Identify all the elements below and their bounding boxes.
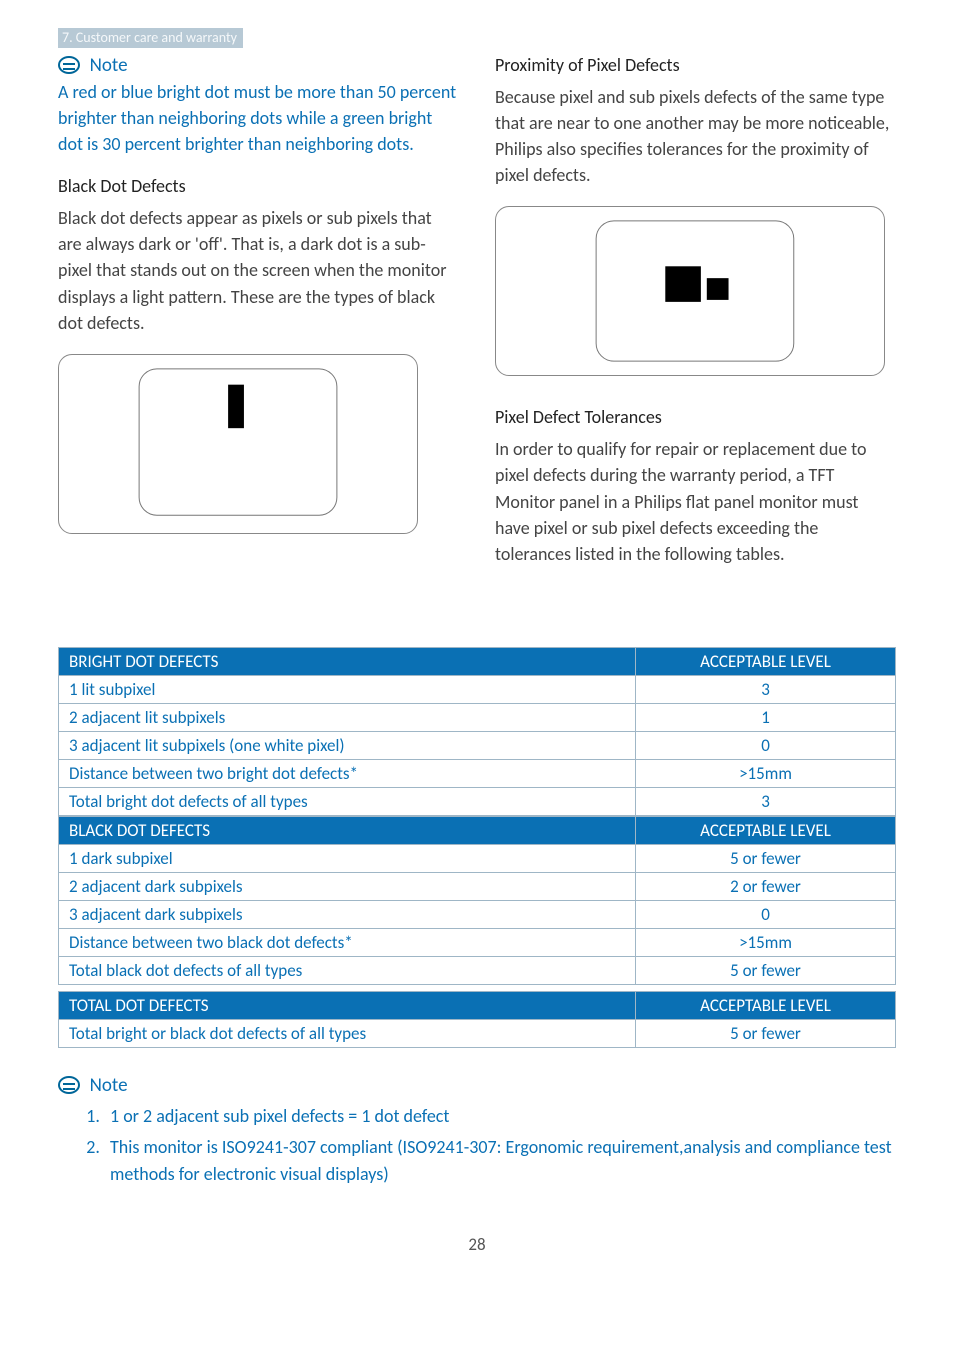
heading-black-dot: Black Dot Defects (58, 175, 459, 197)
table-row: 2 adjacent lit subpixels1 (59, 703, 896, 731)
table-cell: 1 dark subpixel (59, 844, 636, 872)
table-cell: 5 or fewer (636, 844, 896, 872)
right-column: Proximity of Pixel Defects Because pixel… (495, 54, 896, 567)
left-column: Note A red or blue bright dot must be mo… (58, 54, 459, 567)
table-row: Distance between two black dot defects*>… (59, 928, 896, 956)
table-row: 2 adjacent dark subpixels2 or fewer (59, 872, 896, 900)
table-header: BLACK DOT DEFECTS (59, 816, 636, 844)
table-cell: >15mm (636, 928, 896, 956)
table-cell: 5 or fewer (636, 956, 896, 984)
table-cell: Distance between two black dot defects* (59, 928, 636, 956)
table-cell: Distance between two bright dot defects* (59, 759, 636, 787)
heading-proximity: Proximity of Pixel Defects (495, 54, 896, 76)
table-cell: 0 (636, 900, 896, 928)
table-cell: 1 lit subpixel (59, 675, 636, 703)
footer-note-block: Note 1 or 2 adjacent sub pixel defects =… (58, 1074, 896, 1188)
table-header: BRIGHT DOT DEFECTS (59, 647, 636, 675)
breadcrumb: 7. Customer care and warranty (58, 28, 243, 48)
table-cell: 3 (636, 787, 896, 815)
table-cell: Total black dot defects of all types (59, 956, 636, 984)
table-header-row: TOTAL DOT DEFECTS ACCEPTABLE LEVEL (59, 991, 896, 1019)
note-icon (58, 56, 80, 74)
proximity-diagram (495, 206, 885, 376)
list-item: This monitor is ISO9241-307 compliant (I… (104, 1134, 896, 1188)
black-dot-diagram (58, 354, 418, 534)
table-cell: 2 adjacent lit subpixels (59, 703, 636, 731)
table-cell: >15mm (636, 759, 896, 787)
table-header: TOTAL DOT DEFECTS (59, 991, 636, 1019)
list-item: 1 or 2 adjacent sub pixel defects = 1 do… (104, 1103, 896, 1130)
note-block: Note (58, 54, 459, 77)
table-header: ACCEPTABLE LEVEL (636, 991, 896, 1019)
table-cell: 3 (636, 675, 896, 703)
table-row: Distance between two bright dot defects*… (59, 759, 896, 787)
table-cell: Total bright dot defects of all types (59, 787, 636, 815)
table-cell: 0 (636, 731, 896, 759)
note-label: Note (90, 1074, 128, 1097)
note-list: 1 or 2 adjacent sub pixel defects = 1 do… (58, 1103, 896, 1188)
paragraph-proximity: Because pixel and sub pixels defects of … (495, 84, 896, 188)
table-row: Total bright dot defects of all types3 (59, 787, 896, 815)
table-cell: 3 adjacent dark subpixels (59, 900, 636, 928)
black-dot-table: BLACK DOT DEFECTS ACCEPTABLE LEVEL 1 dar… (58, 816, 896, 985)
bright-dot-table: BRIGHT DOT DEFECTS ACCEPTABLE LEVEL 1 li… (58, 647, 896, 816)
table-row: Total bright or black dot defects of all… (59, 1019, 896, 1047)
table-header: ACCEPTABLE LEVEL (636, 647, 896, 675)
table-row: 3 adjacent dark subpixels0 (59, 900, 896, 928)
table-row: Total black dot defects of all types5 or… (59, 956, 896, 984)
table-row: 1 lit subpixel3 (59, 675, 896, 703)
table-cell: 1 (636, 703, 896, 731)
table-cell: 2 adjacent dark subpixels (59, 872, 636, 900)
table-row: 3 adjacent lit subpixels (one white pixe… (59, 731, 896, 759)
table-cell: 3 adjacent lit subpixels (one white pixe… (59, 731, 636, 759)
page-number: 28 (58, 1234, 896, 1255)
note-label: Note (90, 54, 128, 77)
table-header-row: BLACK DOT DEFECTS ACCEPTABLE LEVEL (59, 816, 896, 844)
table-header-row: BRIGHT DOT DEFECTS ACCEPTABLE LEVEL (59, 647, 896, 675)
table-row: 1 dark subpixel5 or fewer (59, 844, 896, 872)
table-cell: Total bright or black dot defects of all… (59, 1019, 636, 1047)
paragraph-black-dot: Black dot defects appear as pixels or su… (58, 205, 459, 335)
table-cell: 5 or fewer (636, 1019, 896, 1047)
total-dot-table: TOTAL DOT DEFECTS ACCEPTABLE LEVEL Total… (58, 991, 896, 1048)
note-text: A red or blue bright dot must be more th… (58, 79, 459, 157)
table-cell: 2 or fewer (636, 872, 896, 900)
heading-tolerances: Pixel Defect Tolerances (495, 406, 896, 428)
table-header: ACCEPTABLE LEVEL (636, 816, 896, 844)
note-icon (58, 1076, 80, 1094)
paragraph-tolerances: In order to qualify for repair or replac… (495, 436, 896, 566)
